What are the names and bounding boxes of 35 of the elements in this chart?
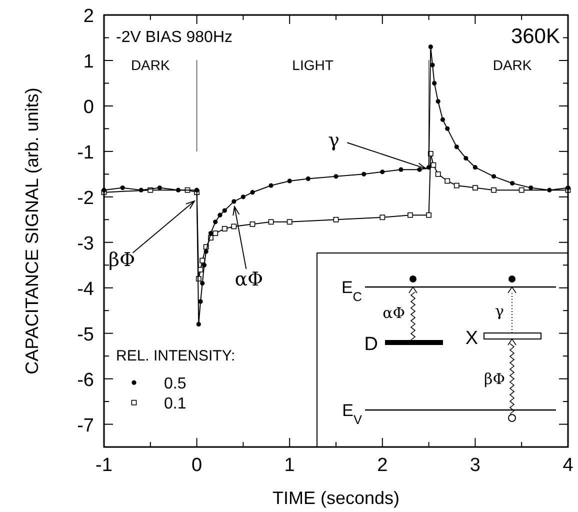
y-tick-label: -6 [77,370,94,391]
legend-label: 0.5 [164,376,186,393]
annotation: 360K [510,25,560,48]
legend-label: 0.1 [164,396,186,413]
x-tick-label: 2 [377,455,388,476]
y-tick-label: 1 [83,51,94,72]
annotation: X [465,328,478,349]
x-axis-title: TIME (seconds) [272,488,400,508]
annotation: βΦ [484,370,505,388]
y-axis-title: CAPACITANCE SIGNAL (arb. units) [22,88,42,374]
x-tick-label: 1 [284,455,295,476]
y-tick-label: -3 [77,233,94,254]
annotation: LIGHT [292,57,334,73]
annotation: D [364,334,378,355]
annotation: -2V BIAS 980Hz [116,29,232,46]
y-tick-label: -2 [77,188,94,209]
legend-title: REL. INTENSITY: [116,348,236,365]
y-tick-label: 2 [83,6,94,27]
x-tick-label: 4 [562,455,574,476]
y-tick-label: -7 [77,415,94,436]
y-tick-label: 0 [83,96,94,118]
annotation: DARK [492,57,532,73]
y-tick-label: -5 [77,324,94,346]
annotation: γ [495,302,504,320]
x-tick-label: 0 [192,455,202,476]
y-tick-label: -1 [77,142,94,164]
annotation: DARK [130,57,171,73]
annotation: E$_{V}$ [342,401,362,426]
annotation: βΦ [108,249,136,272]
annotation: E$_{C}$ [341,278,362,304]
x-tick-label: 3 [470,455,480,476]
annotation: αΦ [382,304,405,322]
annotation: αΦ [234,268,264,291]
annotation: γ [328,130,340,152]
y-tick-label: -4 [77,278,94,300]
